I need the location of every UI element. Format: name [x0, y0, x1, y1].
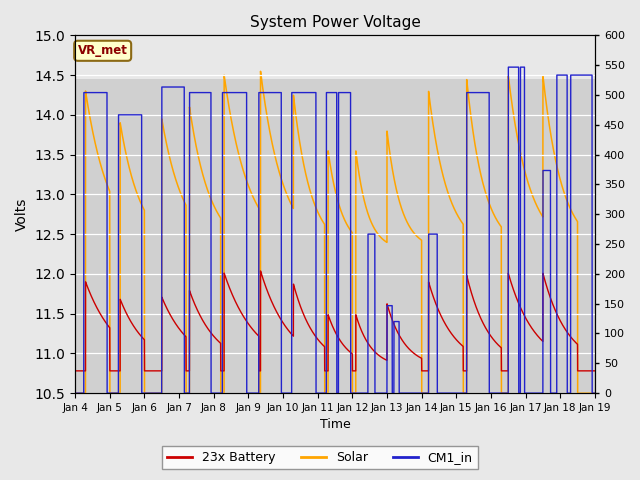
Title: System Power Voltage: System Power Voltage — [250, 15, 420, 30]
Text: VR_met: VR_met — [77, 44, 127, 57]
Legend: 23x Battery, Solar, CM1_in: 23x Battery, Solar, CM1_in — [163, 446, 477, 469]
X-axis label: Time: Time — [319, 419, 350, 432]
Bar — [75, 79, 595, 393]
Y-axis label: Volts: Volts — [15, 198, 29, 231]
